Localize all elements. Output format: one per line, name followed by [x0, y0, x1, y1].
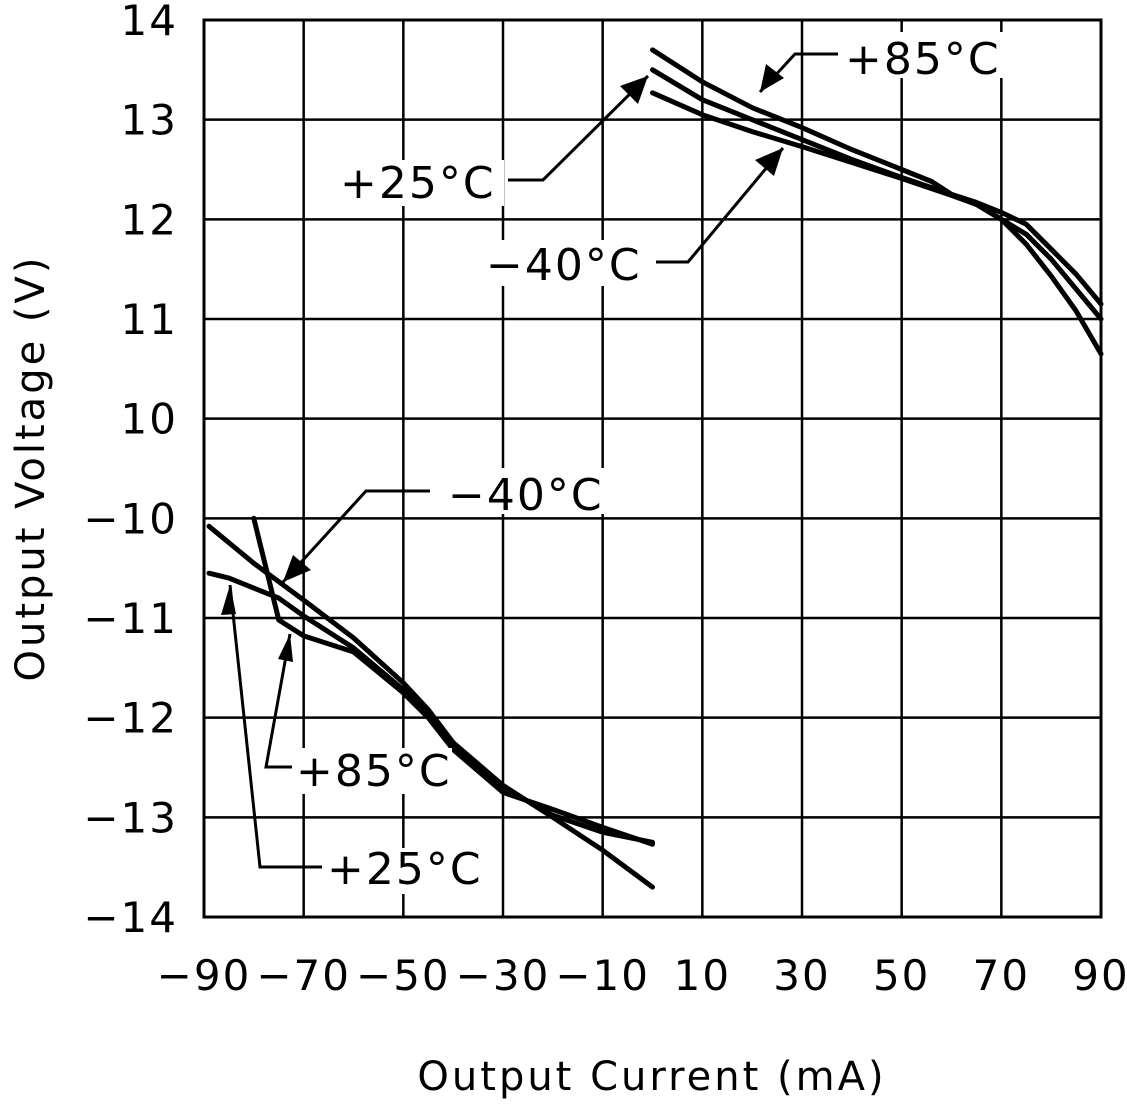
y-tick-label: −13: [83, 793, 178, 842]
y-tick-label: −11: [83, 594, 178, 643]
x-tick-label: 70: [973, 951, 1030, 1000]
leader-bot-25: [228, 584, 322, 869]
arrowhead-top-85: [760, 64, 784, 92]
label-top-85: +85°C: [845, 34, 1001, 85]
arrowhead-bot-40: [283, 555, 311, 582]
label-top-40: −40°C: [486, 240, 642, 291]
x-axis-title: Output Current (mA): [417, 1054, 886, 1100]
arrowhead-top-40: [755, 148, 783, 176]
leader-bot-40: [281, 489, 430, 584]
y-tick-label: −14: [83, 893, 178, 942]
y-tick-labels: 14 13 12 11 10 −10 −11 −12 −13 −14: [83, 0, 178, 942]
y-tick-label: 10: [121, 395, 178, 444]
series-line-40-c-sink: [206, 523, 655, 890]
series-line-40-c-source: [650, 90, 1104, 357]
series-line-85-c-source: [650, 47, 1104, 322]
x-tick-label: −70: [256, 951, 351, 1000]
annotation-leaders: [221, 52, 838, 869]
series-line-25-c-sink: [206, 570, 655, 845]
x-tick-label: −10: [555, 951, 650, 1000]
leader-top-40: [656, 147, 785, 264]
label-bot-85: +85°C: [296, 746, 452, 797]
x-tick-label: 50: [873, 951, 930, 1000]
y-tick-label: −12: [83, 694, 178, 743]
curves: [206, 47, 1104, 890]
y-axis-title: Output Voltage (V): [8, 255, 54, 682]
x-tick-label: −90: [157, 951, 252, 1000]
y-tick-label: 11: [121, 295, 178, 344]
x-tick-label: −30: [456, 951, 551, 1000]
label-top-25: +25°C: [340, 158, 496, 209]
x-tick-label: 90: [1072, 951, 1127, 1000]
x-tick-label: 10: [674, 951, 731, 1000]
annotation-labels: +85°C +25°C −40°C −40°C +85°C +25°C: [292, 32, 1008, 895]
arrowhead-top-25: [620, 76, 648, 104]
series-line-25-c-source: [650, 67, 1104, 307]
y-tick-label: −10: [83, 494, 178, 543]
leader-bot-85: [264, 633, 292, 769]
arrowhead-bot-85: [278, 634, 293, 662]
y-tick-label: 14: [121, 0, 178, 45]
y-tick-label: 12: [121, 195, 178, 244]
x-tick-label: −50: [356, 951, 451, 1000]
arrowhead-bot-25: [221, 585, 236, 615]
leader-top-25: [508, 74, 650, 182]
y-tick-label: 13: [121, 96, 178, 145]
x-tick-label: 30: [773, 951, 830, 1000]
plot-frame: [202, 18, 1103, 919]
label-bot-25: +25°C: [327, 844, 483, 895]
x-tick-labels: −90 −70 −50 −30 −10 10 30 50 70 90: [157, 951, 1127, 1000]
label-bot-40: −40°C: [448, 470, 604, 521]
